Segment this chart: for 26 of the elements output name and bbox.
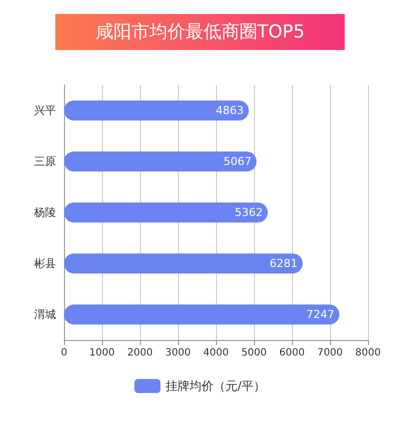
- data-label: 5067: [224, 155, 252, 168]
- chart-title: 咸阳市均价最低商圈TOP5: [95, 22, 305, 42]
- y-tick-label: 三原: [34, 155, 56, 168]
- x-tick-label: 6000: [279, 348, 305, 358]
- bar: [64, 202, 268, 222]
- x-tick-label: 0: [60, 348, 68, 358]
- x-tick-label: 8000: [355, 348, 381, 358]
- x-tick-label: 7000: [317, 348, 343, 358]
- data-label: 5362: [234, 206, 263, 219]
- data-label: 4863: [216, 104, 244, 117]
- y-tick-label: 彬县: [34, 257, 56, 270]
- x-tick-label: 5000: [241, 348, 267, 358]
- y-tick-label: 杨陵: [33, 206, 56, 219]
- x-tick-label: 1000: [89, 348, 115, 358]
- bar: [64, 304, 340, 324]
- y-tick-label: 渭城: [34, 308, 56, 321]
- bar: [64, 100, 249, 120]
- y-tick-label: 兴平: [34, 104, 56, 117]
- data-label: 6281: [270, 257, 298, 270]
- x-tick-label: 4000: [203, 348, 229, 358]
- bar: [64, 254, 303, 274]
- x-tick-label: 3000: [165, 348, 191, 358]
- data-label: 7247: [306, 308, 334, 321]
- x-tick-label: 2000: [127, 348, 153, 358]
- bar: [64, 152, 257, 172]
- legend-label: 挂牌均价（元/平）: [165, 379, 266, 393]
